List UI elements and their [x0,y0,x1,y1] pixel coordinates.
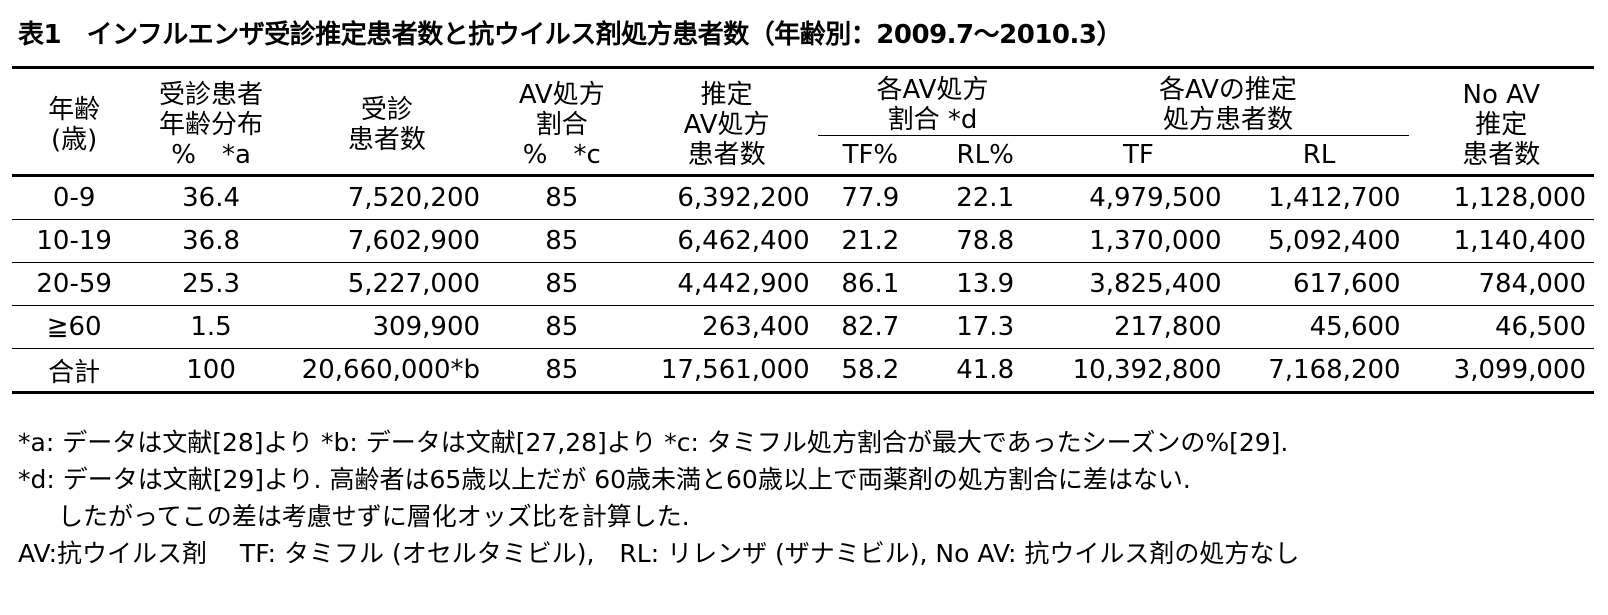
cell-dist: 1.5 [136,305,286,349]
cell-tf: 10,392,800 [1047,348,1230,394]
cell-tf-pct: 77.9 [817,174,924,220]
header-eachest-line2: 処方患者数 [1162,105,1293,135]
header-av-rate: AV処方 割合 % *c [488,66,636,176]
footnote-line: *d: データは文献[29]より. 高齢者は65歳以上だが 60歳未満と60歳以… [18,465,1191,494]
header-age: 年齢 (歳) [12,66,137,176]
header-no-av: No AV 推定 患者数 [1408,66,1594,176]
cell-age: 20-59 [12,262,137,306]
cell-dist: 36.4 [136,174,286,220]
cell-rl-pct: 17.3 [923,305,1048,349]
header-eachest-line1: 各AVの推定 [1158,75,1297,105]
cell-av-rate: 85 [488,262,636,306]
cell-dist: 25.3 [136,262,286,306]
header-each-line2: 割合 *d [887,105,978,135]
cell-rl: 45,600 [1229,305,1409,349]
header-avrate-line2: 割合 [535,109,588,140]
header-dist-line3: % *a [171,139,251,170]
cell-rl-pct: 13.9 [923,262,1048,306]
cell-rl: 5,092,400 [1229,219,1409,263]
header-estav-line3: 患者数 [687,139,766,170]
cell-rl: 7,168,200 [1229,348,1409,394]
header-age-line2: (歳) [50,124,98,155]
header-estav-line1: 推定 [700,79,753,110]
table-row-total: 合計 100 20,660,000*b 85 17,561,000 58.2 4… [12,348,1594,394]
cell-av-rate: 85 [488,219,636,263]
cell-av-rate: 85 [488,174,636,220]
cell-est-av: 17,561,000 [635,348,818,394]
header-each-line1: 各AV処方 [876,75,989,105]
cell-no-av: 784,000 [1408,262,1594,306]
data-table: 年齢 (歳) 受診患者 年齢分布 % *a 受診 患者数 AV処方 割合 % *… [12,66,1594,394]
cell-av-rate: 85 [488,305,636,349]
footnote-line: *a: データは文献[28]より *b: データは文献[27,28]より *c:… [18,428,1289,457]
table-caption: 表1 インフルエンザ受診推定患者数と抗ウイルス剤処方患者数（年齢別：2009.7… [18,20,1122,50]
cell-tf: 3,825,400 [1047,262,1230,306]
cell-age: 合計 [12,348,137,394]
header-pts-line1: 受診 [360,94,413,125]
cell-rl: 1,412,700 [1229,174,1409,220]
cell-no-av: 1,128,000 [1408,174,1594,220]
abbreviation-line: AV:抗ウイルス剤 TF: タミフル (オセルタミビル), RL: リレンザ (… [18,539,1300,568]
header-noav-line2: 推定 [1475,109,1528,140]
cell-tf: 4,979,500 [1047,174,1230,220]
cell-age: 10-19 [12,219,137,263]
cell-age: ≧60 [12,305,137,349]
header-noav-line3: 患者数 [1462,139,1541,170]
cell-rl: 617,600 [1229,262,1409,306]
cell-patients: 7,520,200 [285,174,489,220]
cell-rl-pct: 78.8 [923,219,1048,263]
header-age-line1: 年齢 [48,94,101,125]
header-avrate-line1: AV処方 [518,79,605,110]
header-rl-pct: RL% [923,135,1048,176]
header-dist-line1: 受診患者 [159,79,264,110]
cell-dist: 100 [136,348,286,394]
cell-dist: 36.8 [136,219,286,263]
header-rl: RL [1229,135,1409,176]
cell-no-av: 1,140,400 [1408,219,1594,263]
cell-est-av: 6,392,200 [635,174,818,220]
cell-est-av: 6,462,400 [635,219,818,263]
cell-tf: 217,800 [1047,305,1230,349]
table-row: ≧60 1.5 309,900 85 263,400 82.7 17.3 217… [12,305,1594,349]
cell-patients: 7,602,900 [285,219,489,263]
header-dist-line2: 年齢分布 [159,109,264,140]
cell-patients: 20,660,000*b [285,348,489,394]
cell-est-av: 263,400 [635,305,818,349]
header-estav-line2: AV処方 [683,109,770,140]
cell-no-av: 3,099,000 [1408,348,1594,394]
table-row: 10-19 36.8 7,602,900 85 6,462,400 21.2 7… [12,219,1594,263]
table-row: 0-9 36.4 7,520,200 85 6,392,200 77.9 22.… [12,174,1594,220]
cell-patients: 5,227,000 [285,262,489,306]
header-avrate-line3: % *c [522,139,601,170]
cell-av-rate: 85 [488,348,636,394]
header-each-av-rate: 各AV処方 割合 *d [817,66,1048,136]
cell-tf-pct: 21.2 [817,219,924,263]
table-row: 20-59 25.3 5,227,000 85 4,442,900 86.1 1… [12,262,1594,306]
header-est-av: 推定 AV処方 患者数 [635,66,818,176]
header-each-av-est: 各AVの推定 処方患者数 [1047,66,1409,136]
header-tf-pct: TF% [817,135,924,176]
cell-rl-pct: 41.8 [923,348,1048,394]
cell-rl-pct: 22.1 [923,174,1048,220]
cell-tf: 1,370,000 [1047,219,1230,263]
cell-patients: 309,900 [285,305,489,349]
cell-age: 0-9 [12,174,137,220]
header-age-distribution: 受診患者 年齢分布 % *a [136,66,286,176]
header-pts-line2: 患者数 [347,124,426,155]
header-noav-line1: No AV [1462,79,1541,110]
cell-tf-pct: 58.2 [817,348,924,394]
header-patients: 受診 患者数 [285,66,489,176]
header-tf: TF [1047,135,1230,176]
cell-no-av: 46,500 [1408,305,1594,349]
cell-tf-pct: 82.7 [817,305,924,349]
cell-est-av: 4,442,900 [635,262,818,306]
footnote-line: したがってこの差は考慮せずに層化オッズ比を計算した. [58,502,690,531]
footnotes: *a: データは文献[28]より *b: データは文献[27,28]より *c:… [18,424,1299,572]
cell-tf-pct: 86.1 [817,262,924,306]
